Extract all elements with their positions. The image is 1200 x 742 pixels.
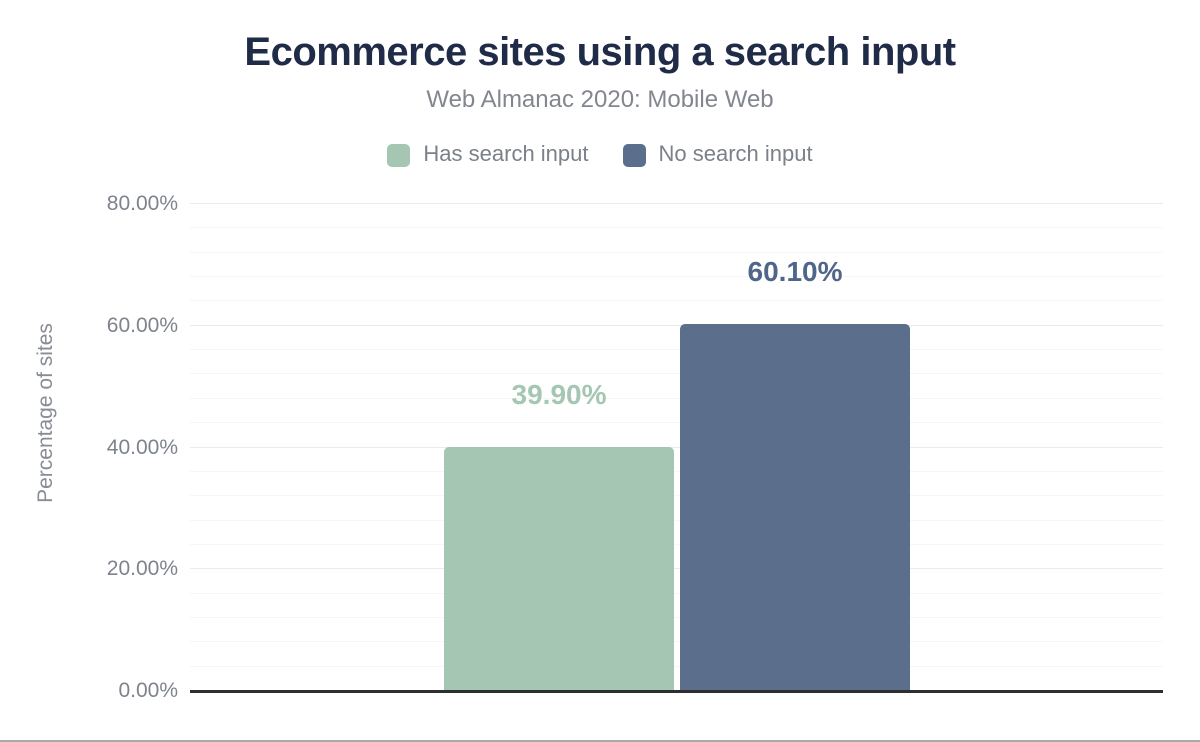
bar-has-search-input[interactable] bbox=[444, 447, 674, 690]
bar-no-search-input[interactable] bbox=[680, 324, 910, 690]
minor-gridline bbox=[190, 666, 1163, 667]
has-search-input-swatch-icon bbox=[387, 143, 411, 167]
minor-gridline bbox=[190, 398, 1163, 399]
minor-gridline bbox=[190, 252, 1163, 253]
minor-gridline bbox=[190, 300, 1163, 301]
minor-gridline bbox=[190, 373, 1163, 374]
bar-value-label: 39.90% bbox=[511, 379, 607, 410]
major-gridline bbox=[190, 203, 1163, 204]
x-axis-line bbox=[190, 690, 1163, 693]
y-tick-label: 80.00% bbox=[106, 192, 178, 215]
y-tick-label: 60.00% bbox=[106, 314, 178, 337]
legend: Has search input No search input bbox=[0, 143, 1200, 167]
no-search-input-swatch-icon bbox=[622, 143, 646, 167]
minor-gridline bbox=[190, 276, 1163, 277]
legend-item-has-search-input: Has search input bbox=[387, 141, 589, 167]
minor-gridline bbox=[190, 471, 1163, 472]
legend-label: Has search input bbox=[423, 141, 589, 166]
y-tick-label: 0.00% bbox=[118, 679, 178, 702]
minor-gridline bbox=[190, 641, 1163, 642]
minor-gridline bbox=[190, 617, 1163, 618]
major-gridline bbox=[190, 568, 1163, 569]
minor-gridline bbox=[190, 544, 1163, 545]
chart-title: Ecommerce sites using a search input bbox=[244, 30, 956, 74]
y-tick-label: 40.00% bbox=[106, 436, 178, 459]
minor-gridline bbox=[190, 349, 1163, 350]
minor-gridline bbox=[190, 227, 1163, 228]
minor-gridline bbox=[190, 520, 1163, 521]
major-gridline bbox=[190, 447, 1163, 448]
chart-subtitle: Web Almanac 2020: Mobile Web bbox=[426, 86, 774, 113]
minor-gridline bbox=[190, 495, 1163, 496]
y-axis-title: Percentage of sites bbox=[34, 323, 57, 503]
bar-value-label: 60.10% bbox=[747, 256, 843, 287]
minor-gridline bbox=[190, 593, 1163, 594]
minor-gridline bbox=[190, 422, 1163, 423]
major-gridline bbox=[190, 325, 1163, 326]
legend-label: No search input bbox=[658, 141, 813, 166]
legend-item-no-search-input: No search input bbox=[622, 141, 813, 167]
plot-area: 39.90% 60.10% bbox=[190, 203, 1163, 690]
y-tick-label: 20.00% bbox=[106, 557, 178, 580]
